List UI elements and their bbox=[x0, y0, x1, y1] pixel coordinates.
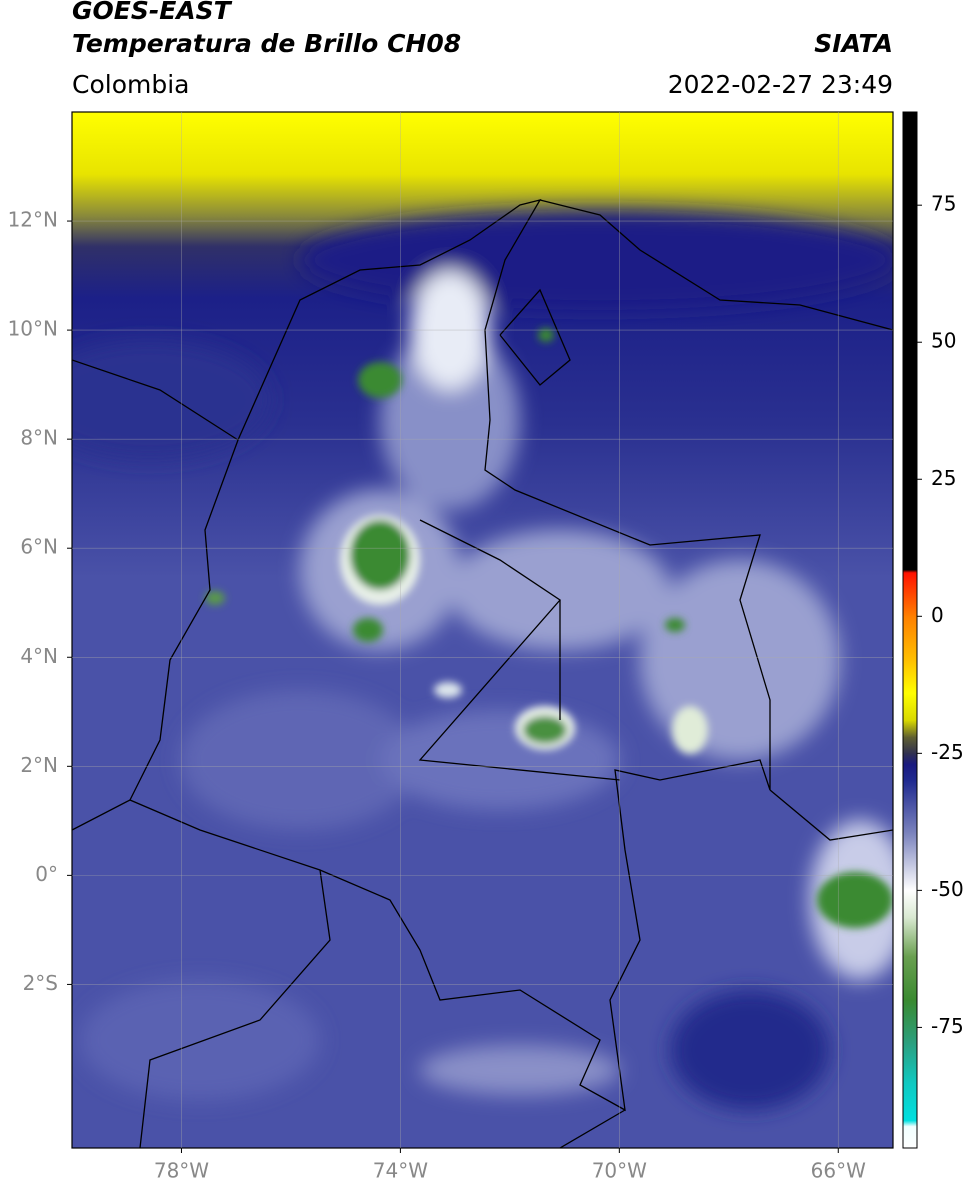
title: GOES-EAST bbox=[72, 0, 233, 25]
colorbar-segment bbox=[903, 956, 917, 1001]
source: SIATA bbox=[814, 29, 893, 58]
y-tick-label: 2°N bbox=[20, 753, 58, 777]
colorbar-segment bbox=[903, 1000, 917, 1045]
x-tick-label: 78°W bbox=[154, 1159, 209, 1183]
convective-cells bbox=[205, 328, 893, 928]
colorbar-segment bbox=[903, 753, 917, 765]
colorbar-segment bbox=[903, 764, 917, 782]
region: Colombia bbox=[72, 70, 189, 99]
colorbar-segment bbox=[903, 1126, 917, 1149]
colorbar-tick-label: 50 bbox=[931, 329, 956, 353]
colorbar-frame bbox=[902, 111, 918, 1149]
colorbar-segment bbox=[903, 569, 917, 573]
colorbar-segment bbox=[903, 917, 917, 957]
subtitle: Temperatura de Brillo CH08 bbox=[72, 29, 461, 58]
colorbar-segment bbox=[903, 616, 917, 661]
borders bbox=[72, 198, 893, 1148]
x-tick-label: 74°W bbox=[373, 1159, 428, 1183]
colorbar-segment bbox=[903, 1043, 917, 1083]
y-tick-label: 12°N bbox=[8, 208, 58, 232]
colorbar-tick-label: 0 bbox=[931, 603, 944, 627]
colorbar-segment bbox=[903, 780, 917, 836]
colorbar-segment bbox=[903, 1082, 917, 1121]
x-tick-label: 66°W bbox=[811, 1159, 866, 1183]
y-tick-label: 4°N bbox=[20, 644, 58, 668]
colorbar-segment bbox=[903, 112, 917, 571]
y-tick-label: 2°S bbox=[23, 971, 58, 995]
datetime: 2022-02-27 23:49 bbox=[668, 70, 893, 99]
y-tick-label: 10°N bbox=[8, 317, 58, 341]
colorbar-segment bbox=[903, 720, 917, 738]
map-frame bbox=[71, 111, 894, 1149]
colorbar-segment bbox=[903, 1120, 917, 1127]
x-tick-label: 70°W bbox=[592, 1159, 647, 1183]
colorbar-tick-label: 25 bbox=[931, 466, 956, 490]
colorbar-segment bbox=[903, 693, 917, 721]
colorbar-segment bbox=[903, 835, 917, 891]
satellite-image bbox=[72, 112, 893, 1148]
colorbar-tick-label: 75 bbox=[931, 192, 956, 216]
colorbar-tick-label: -50 bbox=[931, 877, 964, 901]
colorbar-tick-label: -25 bbox=[931, 740, 964, 764]
cloud-field bbox=[72, 210, 893, 1110]
y-tick-label: 6°N bbox=[20, 535, 58, 559]
colorbar-segment bbox=[903, 736, 917, 754]
colorbar-tick-label: -75 bbox=[931, 1014, 964, 1038]
colorbar-segment bbox=[903, 660, 917, 694]
colorbar-segment bbox=[903, 572, 917, 617]
y-tick-label: 8°N bbox=[20, 426, 58, 450]
colorbar-segment bbox=[903, 890, 917, 919]
y-tick-label: 0° bbox=[35, 862, 58, 886]
